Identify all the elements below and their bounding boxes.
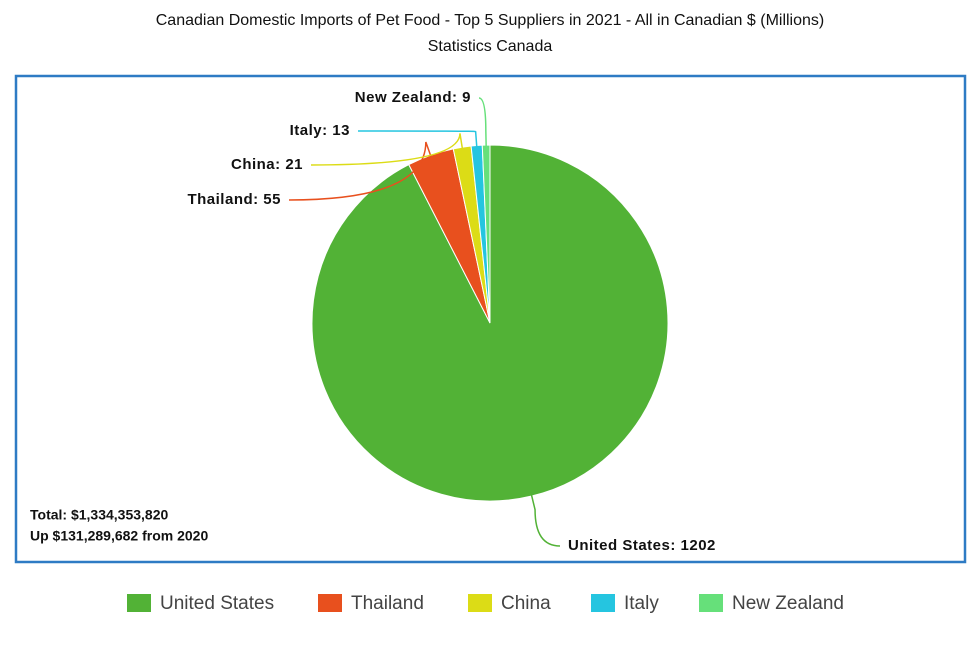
data-label: Thailand: 55: [187, 191, 281, 208]
leader-line: [288, 141, 433, 201]
legend-label: China: [501, 593, 551, 614]
data-label: New Zealand: 9: [355, 89, 471, 106]
data-label: China: 21: [231, 156, 303, 173]
leader-line: [310, 133, 464, 166]
data-label: United States: 1202: [568, 537, 716, 554]
legend-swatch: [591, 594, 615, 612]
chart-title: Canadian Domestic Imports of Pet Food - …: [156, 12, 824, 29]
legend-label: New Zealand: [732, 593, 844, 614]
chart-subtitle: Statistics Canada: [428, 38, 553, 55]
annotation: Up $131,289,682 from 2020: [30, 528, 208, 544]
legend-label: United States: [160, 593, 274, 614]
legend-label: Thailand: [351, 593, 424, 614]
legend-swatch: [127, 594, 151, 612]
leader-line: [530, 491, 561, 547]
chart-frame: [14, 74, 967, 564]
legend-swatch: [318, 594, 342, 612]
legend-label: Italy: [624, 593, 659, 614]
leader-line: [357, 130, 478, 150]
leader-line: [478, 97, 487, 150]
legend-swatch: [468, 594, 492, 612]
annotation: Total: $1,334,353,820: [30, 507, 168, 523]
data-label: Italy: 13: [290, 122, 350, 139]
legend-swatch: [699, 594, 723, 612]
